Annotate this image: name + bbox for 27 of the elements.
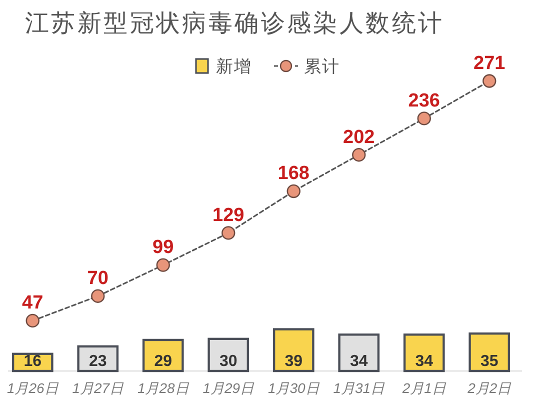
title: 江苏新型冠状病毒确诊感染人数统计 <box>25 10 444 37</box>
point-label: 236 <box>408 90 440 112</box>
x-tick-label: 2月1日 <box>402 380 446 396</box>
x-tick-label: 1月26日 <box>6 380 58 396</box>
legend-label: 新增 <box>216 57 252 76</box>
point-label: 47 <box>22 292 44 314</box>
point-label: 129 <box>212 204 244 226</box>
point-label: 70 <box>87 268 108 290</box>
legend-label: 累计 <box>304 57 340 76</box>
bar-label: 34 <box>415 353 434 370</box>
x-tick-label: 1月31日 <box>333 380 385 396</box>
x-tick-label: 2月2日 <box>468 380 512 396</box>
bar-label: 29 <box>154 353 172 370</box>
point-label: 168 <box>278 163 310 184</box>
point-label: 202 <box>343 126 375 148</box>
point-label: 271 <box>474 53 506 74</box>
x-tick-label: 1月30日 <box>268 380 320 396</box>
point-label: 99 <box>152 237 174 258</box>
bar-label: 34 <box>350 353 368 370</box>
x-tick-label: 1月29日 <box>202 380 254 396</box>
x-tick-label: 1月28日 <box>137 380 189 396</box>
bar-label: 35 <box>480 353 498 370</box>
x-tick-label: 1月27日 <box>72 380 124 396</box>
bar-label: 16 <box>24 353 42 370</box>
bar-label: 39 <box>284 353 303 370</box>
bar-label: 23 <box>88 353 107 370</box>
bar-label: 30 <box>219 353 238 370</box>
